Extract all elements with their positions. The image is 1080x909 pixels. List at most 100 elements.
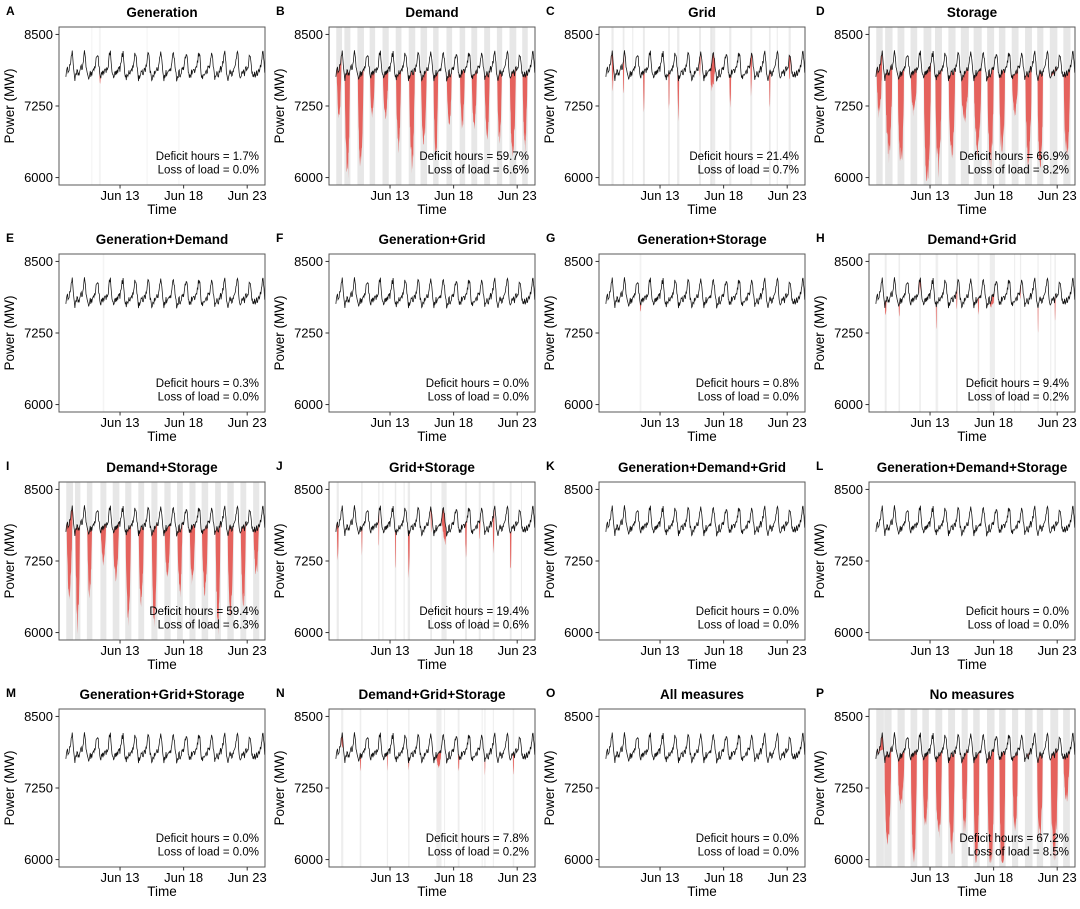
- y-tick-label: 8500: [294, 27, 323, 42]
- deficit-area: [441, 507, 447, 545]
- panel-letter: P: [816, 686, 824, 700]
- deficit-band: [1054, 254, 1056, 412]
- x-tick-label: Jun 13: [101, 870, 140, 885]
- load-line: [335, 50, 535, 82]
- panel-chart-I: 6000 7250 8500 Jun 13 Jun 18 Jun 23 I Demand+St…: [2, 459, 267, 672]
- x-tick-label: Jun 13: [911, 188, 950, 203]
- y-axis-label: Power (MW): [542, 750, 557, 825]
- panel-title: Storage: [947, 5, 998, 20]
- deficit-band: [481, 709, 483, 867]
- panel-chart-B: 6000 7250 8500 Jun 13 Jun 18 Jun 23 B Demand Pow…: [272, 4, 537, 217]
- panel-title: All measures: [660, 687, 744, 702]
- y-tick-label: 6000: [564, 170, 593, 185]
- panel-K: 6000 7250 8500 Jun 13 Jun 18 Jun 23 K Generatio…: [540, 454, 810, 682]
- panel-title: Demand: [405, 5, 458, 20]
- panel-chart-K: 6000 7250 8500 Jun 13 Jun 18 Jun 23 K Generatio…: [542, 459, 807, 672]
- deficit-band: [622, 27, 625, 185]
- plot-area: [599, 27, 805, 185]
- x-tick-label: Jun 23: [498, 188, 537, 203]
- panel-title: Generation: [126, 5, 197, 20]
- panel-chart-M: 6000 7250 8500 Jun 13 Jun 18 Jun 23 M Generatio…: [2, 686, 267, 899]
- plot-area: [59, 27, 265, 185]
- panel-L: 6000 7250 8500 Jun 13 Jun 18 Jun 23 L Generatio…: [810, 454, 1080, 682]
- loss-of-load-annotation: Loss of load = 0.0%: [428, 392, 529, 404]
- panel-letter: I: [6, 459, 9, 473]
- y-tick-label: 7250: [564, 326, 593, 341]
- x-axis-label: Time: [147, 884, 177, 899]
- load-line: [65, 731, 265, 764]
- x-tick-label: Jun 18: [164, 415, 203, 430]
- x-tick-label: Jun 23: [768, 870, 807, 885]
- load-line: [605, 50, 805, 82]
- deficit-area: [357, 69, 364, 167]
- panel-title: Generation+Demand: [96, 232, 228, 247]
- deficit-hours-annotation: Deficit hours = 0.0%: [426, 378, 529, 390]
- x-tick-label: Jun 13: [371, 643, 410, 658]
- deficit-band: [898, 254, 901, 412]
- panel-B: 6000 7250 8500 Jun 13 Jun 18 Jun 23 B Demand Pow…: [270, 0, 540, 228]
- panel-chart-G: 6000 7250 8500 Jun 13 Jun 18 Jun 23 G Generatio…: [542, 231, 807, 444]
- x-tick-label: Jun 23: [1038, 415, 1077, 430]
- deficit-area: [138, 524, 144, 607]
- panel-O: 6000 7250 8500 Jun 13 Jun 18 Jun 23 O All measu…: [540, 681, 810, 909]
- deficit-band: [430, 482, 432, 639]
- deficit-area: [189, 523, 196, 585]
- y-axis-label: Power (MW): [272, 296, 287, 371]
- x-tick-label: Jun 18: [164, 188, 203, 203]
- deficit-hours-annotation: Deficit hours = 0.0%: [696, 606, 799, 618]
- x-tick-label: Jun 18: [434, 415, 473, 430]
- deficit-band: [441, 482, 447, 639]
- deficit-area: [1037, 70, 1044, 169]
- loss-of-load-annotation: Loss of load = 0.0%: [968, 619, 1069, 631]
- x-tick-label: Jun 23: [1038, 643, 1077, 658]
- deficit-band: [1050, 254, 1052, 412]
- plot-area: [329, 708, 535, 867]
- x-tick-label: Jun 18: [434, 870, 473, 885]
- panel-chart-A: 6000 7250 8500 Jun 13 Jun 18 Jun 23 A Generatio…: [2, 4, 267, 217]
- deficit-band: [639, 254, 642, 412]
- x-tick-label: Jun 23: [768, 188, 807, 203]
- y-tick-label: 7250: [564, 99, 593, 114]
- y-tick-label: 7250: [834, 99, 863, 114]
- deficit-band: [935, 254, 937, 412]
- panel-F: 6000 7250 8500 Jun 13 Jun 18 Jun 23 F Generatio…: [270, 227, 540, 455]
- y-tick-label: 7250: [294, 326, 323, 341]
- x-tick-label: Jun 23: [498, 643, 537, 658]
- y-tick-label: 6000: [564, 852, 593, 867]
- x-tick-label: Jun 13: [371, 188, 410, 203]
- panel-chart-L: 6000 7250 8500 Jun 13 Jun 18 Jun 23 L Generatio…: [812, 459, 1077, 672]
- y-tick-label: 6000: [294, 625, 323, 640]
- x-tick-label: Jun 23: [228, 188, 267, 203]
- deficit-band: [444, 709, 446, 867]
- y-tick-label: 6000: [834, 170, 863, 185]
- deficit-area: [977, 297, 980, 316]
- y-tick-label: 6000: [24, 170, 53, 185]
- deficit-area: [750, 53, 753, 97]
- deficit-area: [407, 528, 410, 578]
- loss-of-load-annotation: Loss of load = 0.0%: [158, 392, 259, 404]
- x-tick-label: Jun 18: [704, 415, 743, 430]
- deficit-area: [677, 67, 680, 122]
- y-axis-label: Power (MW): [2, 523, 17, 598]
- panel-letter: N: [276, 686, 285, 700]
- deficit-area: [935, 302, 937, 330]
- x-tick-label: Jun 13: [911, 870, 950, 885]
- y-tick-label: 8500: [24, 481, 53, 496]
- load-line: [875, 731, 1075, 764]
- deficit-area: [471, 70, 477, 130]
- y-tick-label: 7250: [294, 780, 323, 795]
- y-tick-label: 6000: [834, 852, 863, 867]
- y-tick-label: 8500: [564, 709, 593, 724]
- loss-of-load-annotation: Loss of load = 8.2%: [968, 165, 1069, 177]
- deficit-band: [178, 27, 180, 185]
- deficit-area: [923, 63, 931, 181]
- deficit-band: [668, 27, 670, 185]
- panel-title: Demand+Storage: [106, 460, 218, 475]
- deficit-band: [492, 482, 495, 639]
- deficit-area: [948, 67, 956, 159]
- y-tick-label: 8500: [564, 254, 593, 269]
- x-tick-label: Jun 13: [641, 415, 680, 430]
- deficit-band: [1014, 254, 1016, 412]
- y-axis-label: Power (MW): [272, 523, 287, 598]
- y-tick-label: 7250: [294, 99, 323, 114]
